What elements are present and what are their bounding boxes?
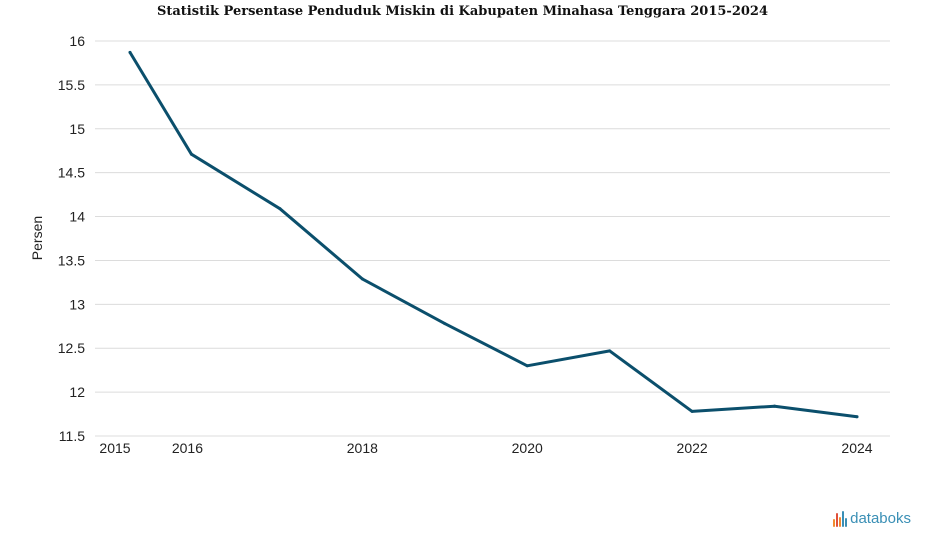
x-tick-label: 2024 [841,440,872,456]
x-tick-label: 2020 [512,440,543,456]
data-point-2021[interactable] [608,349,612,353]
series-line [128,50,859,419]
data-point-2024[interactable] [855,415,859,419]
series-points [128,50,859,419]
y-axis-ticks: 11.5 12 12.5 13 13.5 14 14.5 15 15.5 16 [58,33,85,444]
x-tick-label: 2018 [347,440,378,456]
data-point-2023[interactable] [773,404,777,408]
databoks-icon [833,510,848,527]
databoks-logo[interactable]: databoks [833,510,911,527]
y-tick-label: 14 [69,209,85,225]
y-tick-label: 12 [69,384,85,400]
data-point-2016[interactable] [189,152,193,156]
x-tick-label: 2022 [677,440,708,456]
y-tick-label: 16 [69,33,85,49]
data-point-2015[interactable] [128,50,132,54]
data-point-2018[interactable] [360,277,364,281]
y-tick-label: 13 [69,296,85,312]
y-tick-label: 15 [69,121,85,137]
x-tick-label: 2016 [172,440,203,456]
x-tick-label: 2015 [99,440,130,456]
y-tick-label: 13.5 [58,252,85,268]
data-point-2022[interactable] [690,409,694,413]
y-tick-label: 11.5 [59,428,85,444]
y-tick-label: 15.5 [58,77,85,93]
databoks-wordmark: databoks [850,510,911,527]
y-tick-label: 12.5 [58,340,85,356]
data-point-2017[interactable] [278,207,282,211]
chart-title: Statistik Persentase Penduduk Miskin di … [156,4,769,19]
grid-lines [95,40,890,437]
data-point-2020[interactable] [525,364,529,368]
x-axis-ticks: 2015 2016 2018 2020 2022 2024 [99,440,872,456]
data-point-2019[interactable] [443,322,447,326]
y-axis-label: Persen [29,216,45,260]
y-tick-label: 14.5 [58,165,85,181]
